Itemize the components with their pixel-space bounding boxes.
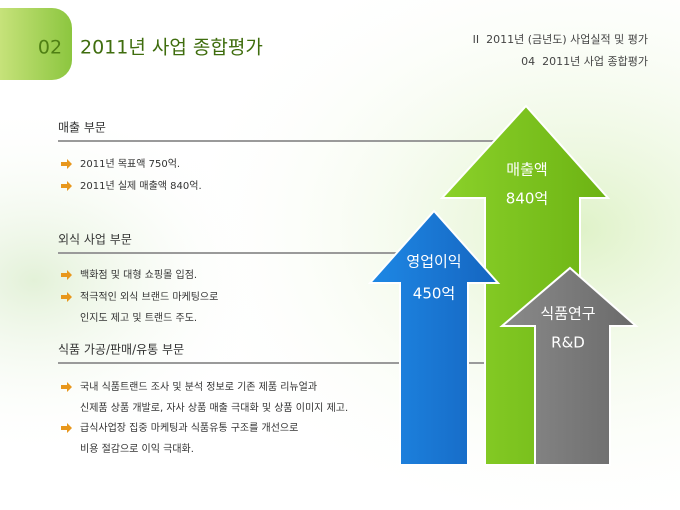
header-title: 2011년 사업 종합평가 — [80, 37, 263, 59]
arrow-value: 840억 — [506, 190, 548, 208]
breadcrumb: II 2011년 (금년도) 사업실적 및 평가 — [473, 33, 648, 46]
bullet-arrow — [61, 159, 72, 169]
bullet-text: 인지도 제고 및 트랜드 주도. — [80, 312, 197, 324]
bullet-text: 적극적인 외식 브랜드 마케팅으로 — [80, 291, 218, 303]
bullet-text: 백화점 및 대형 쇼핑몰 입점. — [80, 268, 197, 281]
arrow-blue: 영업이익 450억 — [367, 209, 501, 466]
arrow-value: 450억 — [413, 285, 455, 303]
bullet-text: 비용 절감으로 이익 극대화. — [80, 442, 194, 455]
section-title: 외식 사업 부문 — [58, 233, 132, 247]
section-title: 식품 가공/판매/유통 부문 — [58, 343, 184, 357]
arrow-label: 식품연구 — [540, 305, 595, 323]
arrow-label: 매출액 — [506, 161, 547, 179]
arrow-label: 영업이익 — [406, 253, 461, 271]
section-title: 매출 부문 — [58, 121, 106, 135]
bullet-arrow — [61, 181, 72, 191]
bullet-text: 국내 식품트랜드 조사 및 분석 정보로 기존 제품 리뉴얼과 — [80, 381, 317, 393]
arrow-value: R&D — [551, 334, 585, 352]
bullet-text: 신제품 상품 개발로, 자사 상품 매출 극대화 및 상품 이미지 제고. — [80, 402, 348, 414]
bullet-arrow — [61, 292, 72, 302]
bullet-arrow — [61, 270, 72, 280]
bullet-text: 2011년 목표액 750억. — [80, 158, 180, 170]
bullet-text: 2011년 실제 매출액 840억. — [80, 180, 202, 192]
bullet-arrow — [61, 423, 72, 433]
header-number: 02 — [38, 37, 62, 59]
content: 매출 부문 2011년 목표액 750억. 2011년 실제 매출액 840억. 외식… — [58, 121, 528, 455]
breadcrumb: 04 2011년 사업 종합평가 — [521, 55, 648, 68]
bullet-arrow — [61, 382, 72, 392]
arrow-gray: 식품연구 R&D — [499, 266, 639, 466]
bullet-text: 급식사업장 집중 마케팅과 식품유통 구조를 개선으로 — [80, 421, 298, 434]
header-tab — [0, 8, 72, 80]
